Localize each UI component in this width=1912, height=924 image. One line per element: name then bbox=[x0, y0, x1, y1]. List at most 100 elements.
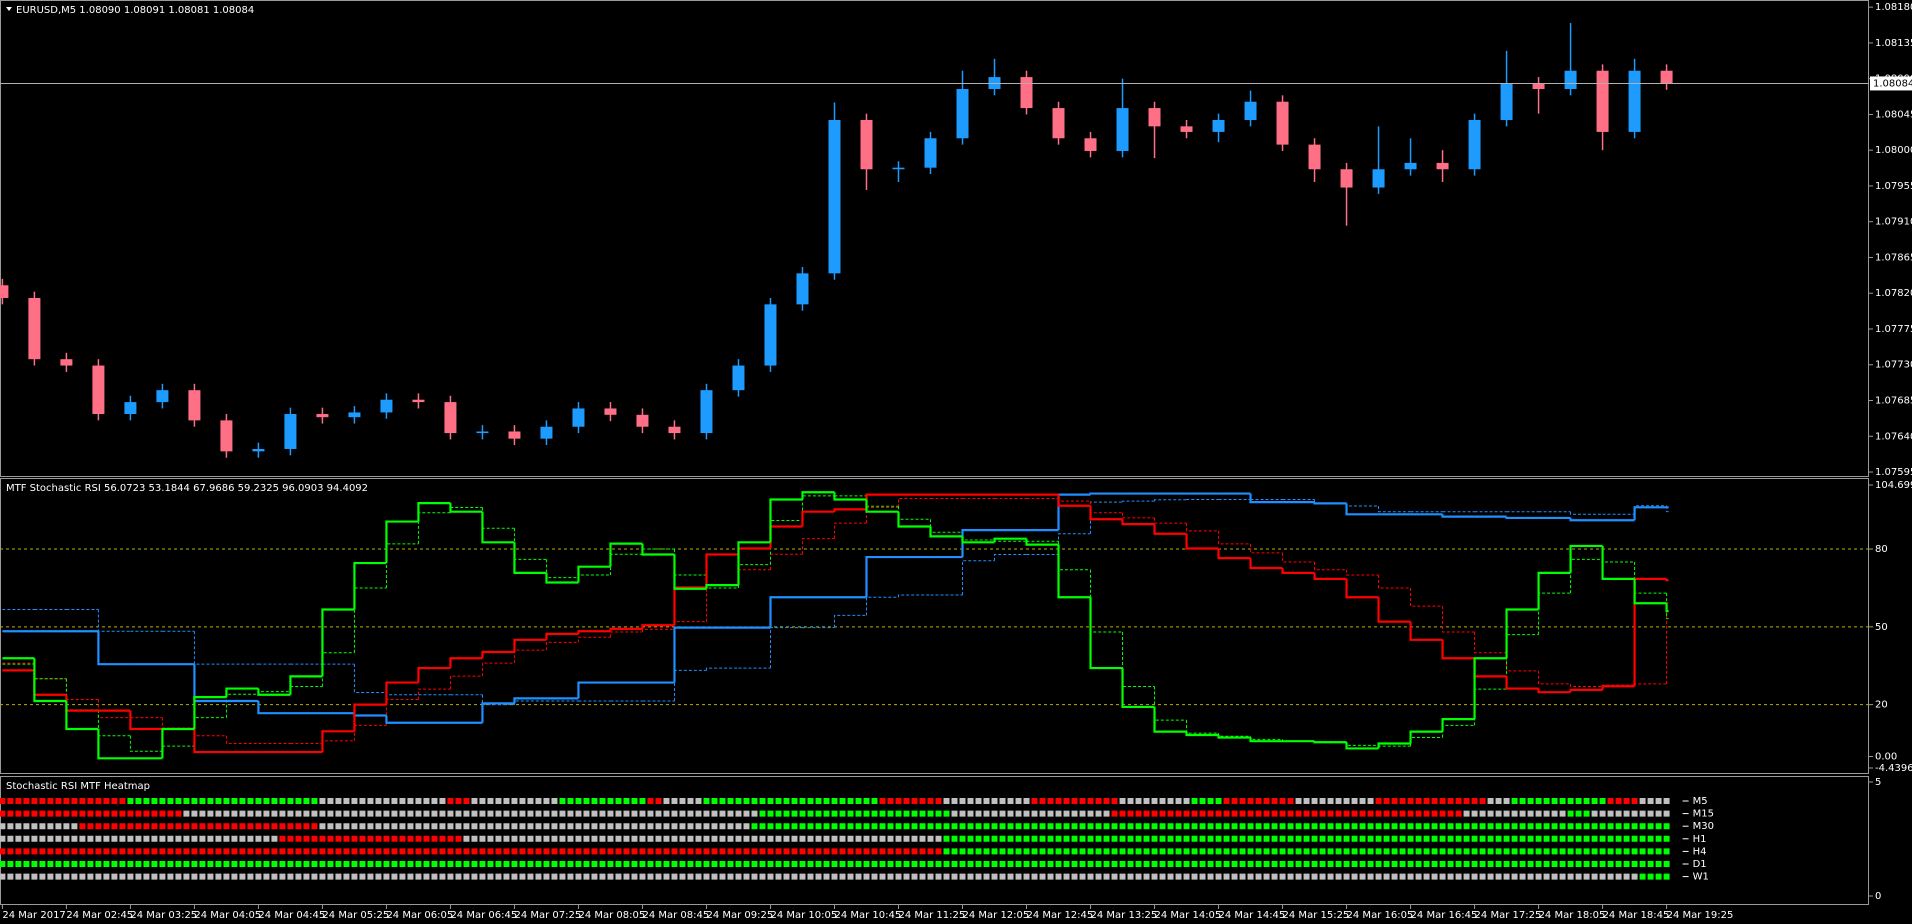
candle-body bbox=[732, 365, 745, 391]
stoch-step bbox=[33, 658, 67, 703]
candle-body bbox=[412, 399, 425, 403]
candle-body bbox=[1404, 162, 1417, 170]
stoch-step bbox=[417, 688, 451, 700]
x-tick-label: 24 Mar 16:05 bbox=[1347, 910, 1414, 921]
candle-body bbox=[700, 390, 713, 434]
heatmap-run bbox=[1567, 810, 1590, 817]
x-tick-label: 24 Mar 12:45 bbox=[1027, 910, 1094, 921]
candle-body bbox=[892, 167, 905, 170]
candle-body bbox=[1628, 70, 1641, 132]
candle-body bbox=[348, 412, 361, 418]
stoch-step bbox=[833, 522, 867, 539]
stoch-step bbox=[769, 498, 803, 543]
stoch-step bbox=[1122, 512, 1155, 519]
stoch-step bbox=[1538, 670, 1571, 685]
y-tick-label: 1.08135 bbox=[1875, 38, 1912, 49]
candle-body bbox=[796, 273, 809, 305]
stoch-step bbox=[545, 559, 579, 579]
stoch-step bbox=[257, 700, 291, 715]
candle-body bbox=[220, 420, 233, 452]
stoch-step bbox=[1570, 558, 1603, 594]
stoch-step bbox=[513, 638, 547, 652]
stoch-step bbox=[801, 491, 835, 500]
candle-body bbox=[1052, 108, 1065, 139]
stoch-step bbox=[545, 572, 579, 584]
x-tick-label: 24 Mar 14:45 bbox=[1219, 910, 1286, 921]
heatmap-run bbox=[0, 873, 1638, 880]
x-tick-label: 24 Mar 18:05 bbox=[1539, 910, 1606, 921]
stoch-step bbox=[417, 666, 451, 683]
candle-body bbox=[1020, 77, 1033, 109]
stoch-step bbox=[385, 543, 419, 588]
stoch-step bbox=[1570, 683, 1603, 687]
stoch-step bbox=[577, 681, 611, 699]
x-tick-label: 24 Mar 19:25 bbox=[1667, 910, 1734, 921]
y-tick-label: 1.07955 bbox=[1875, 181, 1912, 192]
stoch-step bbox=[801, 510, 835, 527]
stoch-step bbox=[193, 696, 227, 730]
stoch-step bbox=[1249, 737, 1283, 743]
heatmap-run bbox=[759, 810, 950, 817]
stoch-step bbox=[1249, 493, 1283, 504]
stoch-step bbox=[1505, 676, 1539, 690]
y-tick-label: 1.07775 bbox=[1875, 324, 1912, 335]
heatmap-run bbox=[663, 798, 702, 804]
heatmap-run bbox=[0, 823, 78, 830]
y-tick-label: 1.07820 bbox=[1875, 288, 1912, 299]
stoch-step bbox=[1569, 688, 1603, 693]
stoch-step bbox=[1250, 543, 1283, 554]
stoch-step bbox=[385, 715, 419, 724]
stoch-step bbox=[1186, 523, 1219, 532]
candle-body bbox=[1596, 70, 1609, 132]
heatmap-run bbox=[943, 848, 1670, 855]
stoch-step bbox=[1154, 499, 1187, 502]
row-label: M5 bbox=[1693, 796, 1708, 807]
heatmap-run bbox=[1463, 810, 1566, 817]
stoch-step bbox=[929, 526, 963, 538]
stoch-step bbox=[1217, 548, 1251, 560]
stoch-step bbox=[962, 560, 995, 595]
heatmap-run bbox=[751, 823, 1670, 830]
stoch-step bbox=[801, 538, 835, 555]
candle-body bbox=[860, 119, 873, 170]
heatmap-run bbox=[279, 835, 462, 842]
stoch-step bbox=[513, 697, 547, 704]
stoch-step bbox=[705, 583, 739, 589]
candle-body bbox=[28, 297, 41, 360]
stoch-step bbox=[1185, 731, 1219, 737]
stoch-step bbox=[1474, 632, 1507, 654]
stoch-step bbox=[1378, 506, 1411, 513]
candle-body bbox=[316, 414, 329, 418]
stoch-step bbox=[1121, 519, 1155, 526]
x-tick-label: 24 Mar 2017 bbox=[2, 910, 65, 921]
stoch-step bbox=[1249, 558, 1283, 570]
candle-body bbox=[828, 119, 841, 274]
stoch-step bbox=[641, 543, 675, 556]
main-panel-frame bbox=[0, 0, 1869, 477]
stoch-step bbox=[1569, 517, 1603, 522]
stoch-step bbox=[737, 541, 771, 586]
y-tick-label: 5 bbox=[1875, 777, 1881, 788]
stoch-step bbox=[1537, 688, 1571, 694]
x-tick-label: 24 Mar 15:25 bbox=[1283, 910, 1350, 921]
stoch-step bbox=[1537, 571, 1571, 610]
stoch-step bbox=[1153, 524, 1187, 535]
x-tick-label: 24 Mar 04:45 bbox=[258, 910, 325, 921]
stoch-step bbox=[97, 631, 131, 666]
x-tick-label: 24 Mar 12:05 bbox=[963, 910, 1030, 921]
stoch-step bbox=[1185, 533, 1219, 550]
heatmap-run bbox=[0, 810, 182, 817]
stoch-step bbox=[993, 537, 1027, 543]
heatmap-run bbox=[1119, 798, 1190, 804]
stoch-step bbox=[1153, 706, 1187, 733]
y-tick-label: 1.07910 bbox=[1875, 217, 1912, 228]
stoch-step bbox=[673, 626, 707, 683]
candle-body bbox=[1468, 119, 1481, 170]
heatmap-run bbox=[1295, 798, 1374, 804]
heatmap-run bbox=[943, 835, 1670, 842]
stoch-step bbox=[321, 608, 355, 677]
row-label: H1 bbox=[1693, 834, 1707, 845]
stoch-step bbox=[641, 624, 675, 629]
